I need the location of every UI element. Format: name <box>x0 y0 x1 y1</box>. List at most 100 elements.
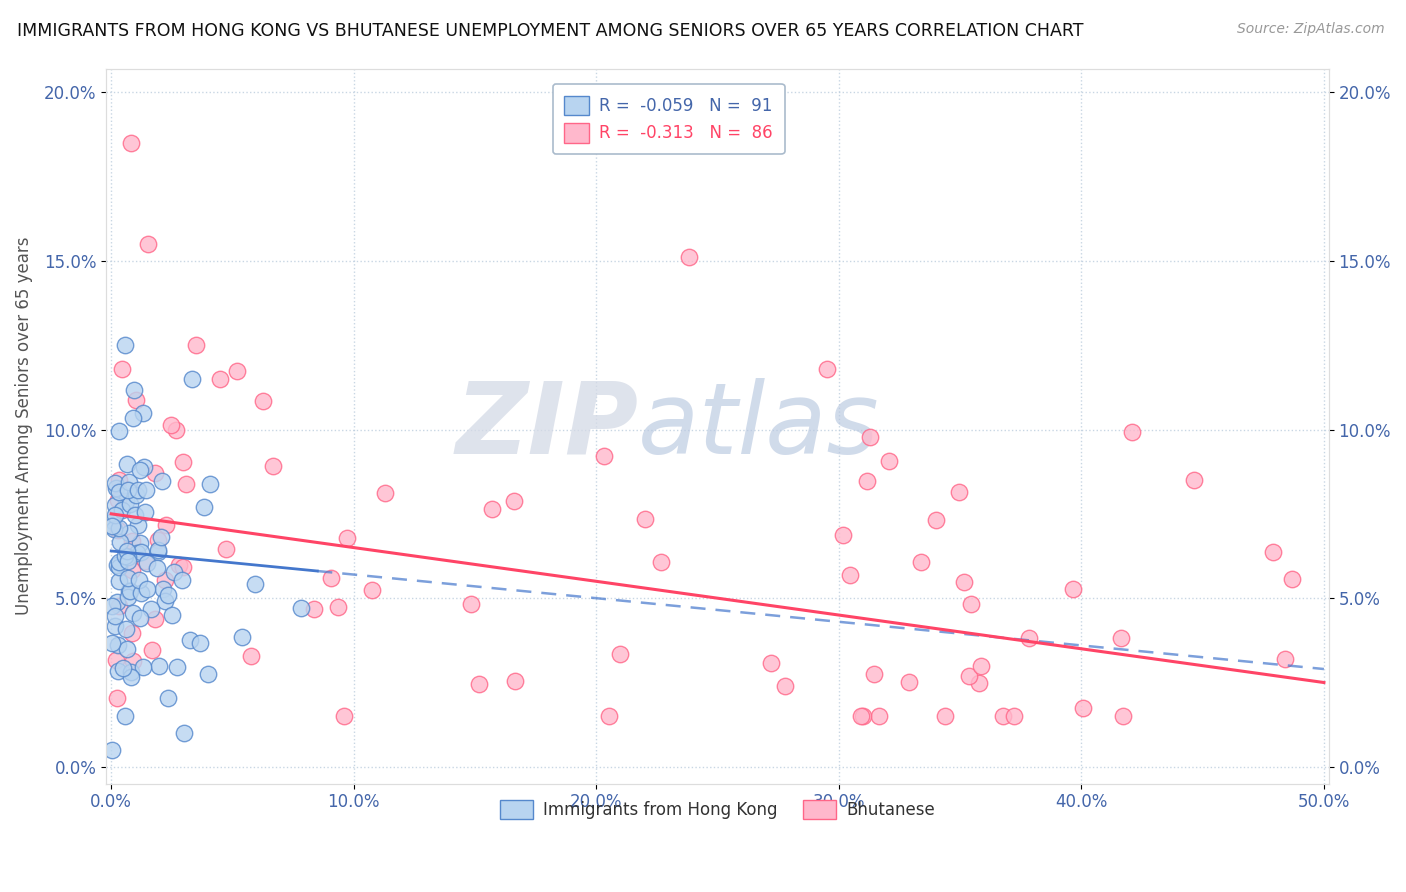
Point <box>321 571 343 585</box>
Point <box>849 709 872 723</box>
Point <box>1261 545 1284 559</box>
Text: Source: ZipAtlas.com: Source: ZipAtlas.com <box>1237 22 1385 37</box>
Point <box>243 577 266 591</box>
Point <box>125 488 148 502</box>
Point <box>115 622 138 636</box>
Point <box>121 563 143 577</box>
Y-axis label: Unemployment Among Seniors over 65 years: Unemployment Among Seniors over 65 years <box>15 237 32 615</box>
Point <box>129 610 152 624</box>
Point <box>1274 652 1296 666</box>
Point <box>759 656 782 670</box>
Point <box>118 525 141 540</box>
Point <box>1062 582 1084 596</box>
Point <box>120 136 142 150</box>
Point <box>134 459 156 474</box>
Point <box>107 638 129 652</box>
Point <box>157 691 180 706</box>
Point <box>104 498 127 512</box>
Point <box>1111 709 1133 723</box>
Point <box>863 666 886 681</box>
Point <box>125 392 148 407</box>
Point <box>127 518 149 533</box>
Point <box>156 588 179 602</box>
Point <box>111 503 134 517</box>
Point <box>160 608 183 623</box>
Point <box>868 709 890 723</box>
Point <box>165 423 187 437</box>
Point <box>104 609 127 624</box>
Point <box>115 493 138 508</box>
Point <box>107 559 129 574</box>
Point <box>856 474 879 488</box>
Point <box>198 476 221 491</box>
Point <box>114 709 136 723</box>
Point <box>170 573 193 587</box>
Point <box>111 361 134 376</box>
Point <box>877 454 900 468</box>
Point <box>361 582 384 597</box>
Point <box>502 494 524 508</box>
Point <box>117 550 139 565</box>
Point <box>108 574 131 589</box>
Point <box>193 500 215 515</box>
Point <box>101 743 124 757</box>
Point <box>1018 632 1040 646</box>
Point <box>831 527 853 541</box>
Point <box>122 606 145 620</box>
Point <box>773 679 796 693</box>
Point <box>188 636 211 650</box>
Point <box>1073 701 1095 715</box>
Point <box>136 582 159 596</box>
Point <box>925 513 948 527</box>
Point <box>302 601 325 615</box>
Point <box>141 642 163 657</box>
Point <box>105 691 128 706</box>
Point <box>121 654 143 668</box>
Point <box>468 677 491 691</box>
Point <box>143 467 166 481</box>
Point <box>851 709 873 723</box>
Point <box>101 636 124 650</box>
Point <box>108 535 131 549</box>
Point <box>134 554 156 568</box>
Point <box>149 530 172 544</box>
Point <box>184 338 207 352</box>
Point <box>262 459 284 474</box>
Point <box>107 485 129 500</box>
Point <box>290 600 312 615</box>
Point <box>101 518 124 533</box>
Point <box>898 675 921 690</box>
Point <box>959 669 981 683</box>
Point <box>991 709 1014 723</box>
Point <box>969 675 991 690</box>
Point <box>114 549 136 563</box>
Point <box>114 338 136 352</box>
Point <box>129 586 152 600</box>
Point <box>153 573 176 587</box>
Point <box>146 533 169 548</box>
Point <box>593 449 616 463</box>
Text: atlas: atlas <box>638 377 880 475</box>
Point <box>148 544 170 558</box>
Point <box>960 597 983 611</box>
Point <box>104 476 127 491</box>
Point <box>108 424 131 438</box>
Point <box>132 659 155 673</box>
Point <box>374 485 396 500</box>
Point <box>815 362 838 376</box>
Point <box>120 496 142 510</box>
Point <box>179 633 201 648</box>
Point <box>117 591 139 605</box>
Point <box>131 545 153 559</box>
Point <box>1109 631 1132 645</box>
Point <box>107 599 129 613</box>
Point <box>121 533 143 548</box>
Point <box>934 709 956 723</box>
Point <box>120 670 142 684</box>
Point <box>117 483 139 497</box>
Point <box>117 553 139 567</box>
Point <box>107 664 129 678</box>
Point <box>197 667 219 681</box>
Point <box>139 602 162 616</box>
Point <box>1182 473 1205 487</box>
